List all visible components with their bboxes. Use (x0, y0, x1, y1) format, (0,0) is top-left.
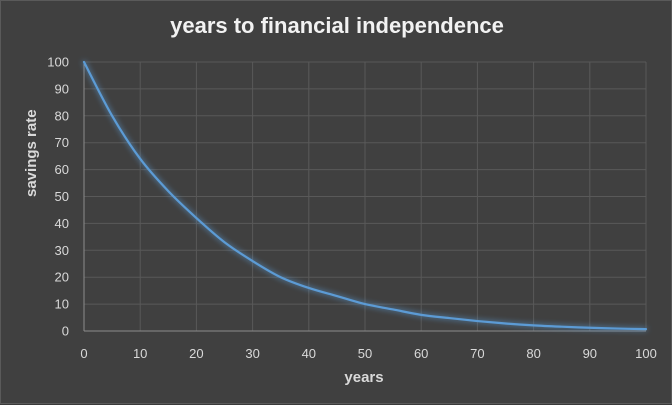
y-tick-label: 0 (62, 324, 69, 339)
y-tick-label: 50 (55, 189, 69, 204)
y-tick-label: 80 (55, 108, 69, 123)
x-tick-label: 30 (245, 346, 259, 361)
y-tick-label: 30 (55, 243, 69, 258)
y-tick-label: 90 (55, 81, 69, 96)
y-tick-label: 40 (55, 216, 69, 231)
x-tick-label: 70 (470, 346, 484, 361)
y-tick-label: 60 (55, 162, 69, 177)
x-tick-label: 10 (133, 346, 147, 361)
x-tick-label: 50 (358, 346, 372, 361)
x-tick-label: 80 (526, 346, 540, 361)
y-tick-label: 100 (47, 55, 69, 70)
axes (83, 62, 646, 332)
x-tick-labels: 0 10 20 30 40 50 60 70 80 90 100 (80, 346, 656, 361)
chart-title: years to financial independence (170, 13, 504, 38)
x-tick-label: 100 (635, 346, 657, 361)
gridlines (84, 61, 647, 331)
x-tick-label: 40 (302, 346, 316, 361)
x-tick-label: 90 (583, 346, 597, 361)
x-tick-label: 20 (189, 346, 203, 361)
y-tick-label: 70 (55, 135, 69, 150)
series-line (82, 60, 648, 331)
x-tick-label: 0 (80, 346, 87, 361)
y-tick-label: 20 (55, 270, 69, 285)
y-tick-label: 10 (55, 297, 69, 312)
series-group (82, 60, 648, 331)
x-axis-title: years (344, 369, 384, 386)
y-tick-labels: 0 10 20 30 40 50 60 70 80 90 100 (47, 55, 69, 339)
x-tick-label: 60 (414, 346, 428, 361)
